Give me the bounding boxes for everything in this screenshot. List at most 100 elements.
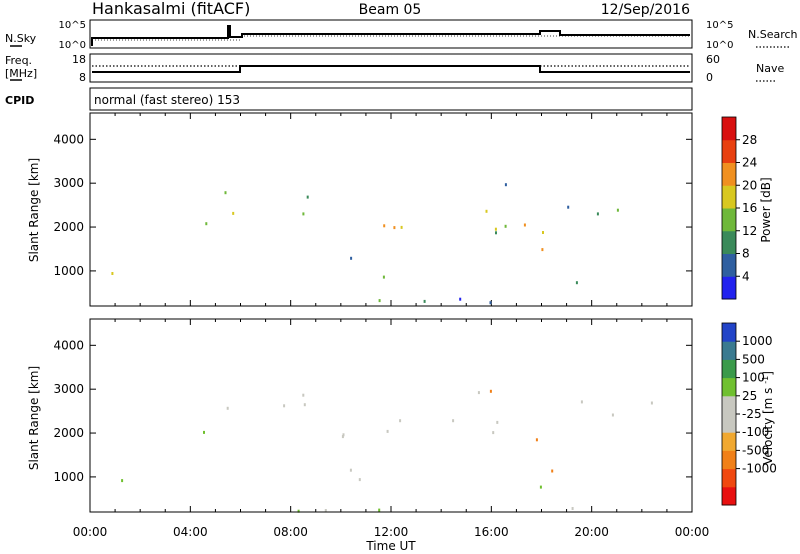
heatmap-cell	[226, 406, 229, 410]
velocity-colorbar-label: Velocity [m s -1]	[761, 371, 776, 465]
heatmap-cell	[283, 404, 286, 408]
heatmap-cell	[205, 222, 208, 226]
heatmap-cell	[489, 389, 492, 393]
heatmap-cell	[383, 224, 386, 228]
frequency-panel: Freq. [MHz] 18 8 60 0 Nave	[5, 53, 784, 84]
colorbar-swatch	[722, 185, 736, 209]
x-tick-label: 04:00	[173, 525, 208, 539]
cpid-text: normal (fast stereo) 153	[94, 93, 240, 107]
heatmap-cell	[494, 227, 497, 231]
heatmap-cell	[349, 468, 352, 472]
heatmap-cell	[324, 509, 327, 512]
colorbar-swatch	[722, 117, 736, 141]
noise-search-trace	[92, 35, 690, 41]
heatmap-cell	[121, 479, 124, 483]
colorbar-swatch	[722, 359, 736, 379]
power-y-tick-labels: 1000 2000 3000 4000	[53, 132, 84, 278]
heatmap-cell	[342, 433, 345, 437]
heatmap-cell	[571, 507, 574, 510]
freq-right-tick-bottom: 0	[706, 71, 713, 84]
freq-left-label-1: Freq.	[5, 54, 32, 67]
noise-left-tick-bottom: 10^0	[59, 40, 86, 51]
power-heatmap-cells	[111, 183, 619, 305]
colorbar-tick-label: -100	[742, 425, 769, 439]
colorbar-swatch	[722, 468, 736, 488]
velocity-colorbar-label-text: Velocity [m s	[761, 388, 775, 465]
x-tick-label: 00:00	[675, 525, 710, 539]
freq-trace	[92, 65, 690, 73]
noise-left-label: N.Sky	[5, 32, 37, 45]
power-colorbar-label: Power [dB]	[759, 177, 773, 242]
colorbar-tick-label: -500	[742, 443, 769, 457]
colorbar-tick-label: -25	[742, 407, 762, 421]
noise-left-tick-top: 10^5	[59, 20, 86, 31]
x-tick-label: 08:00	[273, 525, 308, 539]
heatmap-cell	[459, 297, 462, 301]
beam-title: Beam 05	[359, 2, 422, 18]
heatmap-cell	[542, 231, 544, 234]
freq-right-label: Nave	[756, 62, 784, 75]
colorbar-swatch	[722, 276, 736, 300]
heatmap-cell	[302, 212, 305, 216]
power-axis-ticks	[89, 113, 693, 306]
heatmap-cell	[341, 435, 344, 439]
power-colorbar: 4 8 12 16 20 24 28	[721, 116, 757, 300]
noise-right-tick-top: 10^5	[706, 20, 733, 31]
heatmap-cell	[423, 299, 426, 303]
colorbar-tick-label: 4	[742, 269, 750, 283]
heatmap-cell	[477, 391, 480, 395]
noise-right-label: N.Search	[748, 28, 798, 41]
cpid-frame	[89, 87, 693, 111]
heatmap-cell	[504, 224, 507, 228]
y-tick-label: 1000	[53, 470, 84, 484]
colorbar-swatch	[722, 377, 736, 397]
colorbar-tick-label: 25	[742, 389, 757, 403]
cpid-label: CPID	[5, 94, 34, 107]
colorbar-swatch	[722, 230, 736, 254]
colorbar-swatch	[722, 395, 736, 415]
freq-panel-frame	[89, 53, 693, 83]
freq-right-tick-top: 60	[706, 53, 720, 66]
colorbar-tick-label: 16	[742, 201, 757, 215]
velocity-ylabel: Slant Range [km]	[27, 366, 41, 470]
heatmap-cell	[400, 225, 403, 229]
colorbar-swatch	[722, 486, 736, 506]
velocity-heatmap-cells	[121, 389, 653, 513]
freq-left-tick-top: 18	[72, 53, 86, 66]
x-tick-label: 16:00	[474, 525, 509, 539]
heatmap-cell	[350, 256, 353, 260]
colorbar-swatch	[722, 208, 736, 232]
heatmap-cell	[495, 231, 497, 235]
y-tick-label: 3000	[53, 382, 84, 396]
heatmap-cell	[358, 478, 361, 482]
velocity-axis-ticks	[89, 319, 693, 512]
noise-sky-trace	[91, 25, 690, 46]
power-panel: Slant Range [km] 1000 2000 3000 4000 4 8 12 16…	[27, 112, 773, 307]
x-tick-label: 12:00	[374, 525, 409, 539]
heatmap-cell	[575, 281, 578, 285]
heatmap-cell	[523, 223, 526, 227]
colorbar-swatch	[722, 432, 736, 451]
freq-left-tick-bottom: 8	[79, 71, 86, 84]
heatmap-cell	[111, 272, 114, 275]
power-ylabel: Slant Range [km]	[27, 158, 41, 262]
colorbar-tick-label: 12	[742, 224, 757, 238]
colorbar-tick-label: 1000	[742, 334, 773, 348]
colorbar-swatch	[722, 414, 736, 433]
x-axis-label: Time UT	[365, 539, 416, 553]
noise-panel: N.Sky 10^5 10^0 10^5 10^0 N.Search	[5, 19, 798, 51]
heatmap-cell	[303, 403, 306, 407]
heatmap-cell	[504, 183, 507, 187]
velocity-y-tick-labels: 1000 2000 3000 4000	[53, 338, 84, 484]
y-tick-label: 4000	[53, 338, 84, 352]
freq-left-label-2: [MHz]	[5, 67, 37, 80]
velocity-colorbar-label-sup: -1	[761, 376, 770, 384]
heatmap-cell	[567, 205, 570, 209]
colorbar-tick-label: 20	[742, 178, 757, 192]
heatmap-cell	[306, 195, 309, 199]
heatmap-cell	[224, 191, 227, 195]
y-tick-label: 1000	[53, 264, 84, 278]
heatmap-cell	[611, 413, 614, 417]
colorbar-swatch	[722, 139, 736, 163]
